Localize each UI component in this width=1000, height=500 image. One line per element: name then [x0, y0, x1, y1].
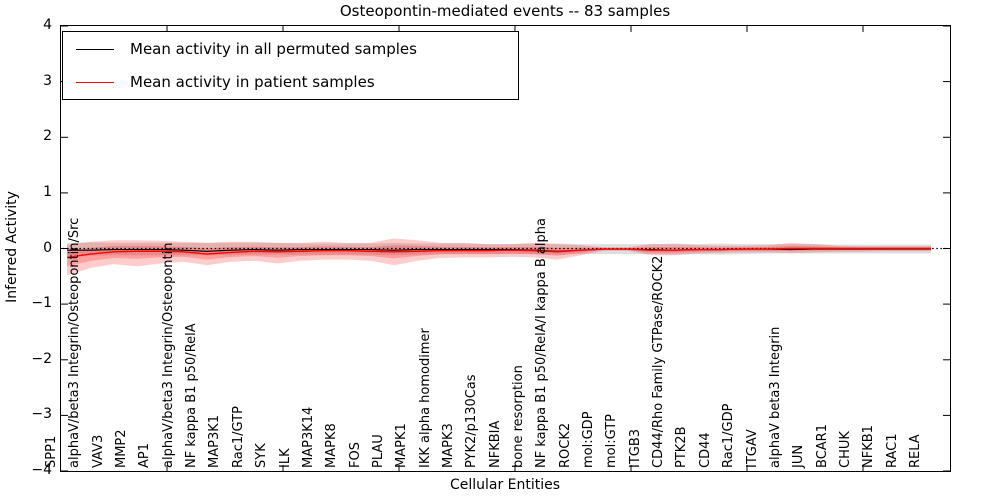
y-tick-label: 0 — [43, 239, 52, 256]
legend-row-permuted: Mean activity in all permuted samples — [63, 33, 518, 65]
legend-row-patient: Mean activity in patient samples — [63, 66, 518, 98]
y-tick-label: 1 — [43, 183, 52, 200]
legend-label-permuted: Mean activity in all permuted samples — [130, 40, 417, 58]
patient-mean-line — [66, 247, 931, 259]
plot-area — [60, 25, 951, 472]
y-tick-label: 2 — [43, 128, 52, 145]
chart-title: Osteopontin-mediated events -- 83 sample… — [339, 2, 671, 20]
y-tick-label: −2 — [31, 350, 52, 367]
patient-band-outer — [67, 238, 931, 276]
patient-line-swatch — [76, 81, 114, 83]
y-tick-label: −1 — [31, 295, 52, 312]
permuted-line-swatch — [76, 48, 114, 50]
plot-canvas — [61, 26, 950, 471]
x-axis-label: Cellular Entities — [449, 477, 561, 493]
legend-box: Mean activity in all permuted samples Me… — [62, 31, 519, 100]
y-tick-label: 3 — [43, 72, 52, 89]
legend-label-patient: Mean activity in patient samples — [130, 73, 375, 91]
y-tick-label: −4 — [31, 462, 52, 478]
y-tick-label: 4 — [43, 17, 52, 33]
y-tick-label: −3 — [31, 406, 52, 423]
permuted-mean-line — [67, 248, 931, 252]
